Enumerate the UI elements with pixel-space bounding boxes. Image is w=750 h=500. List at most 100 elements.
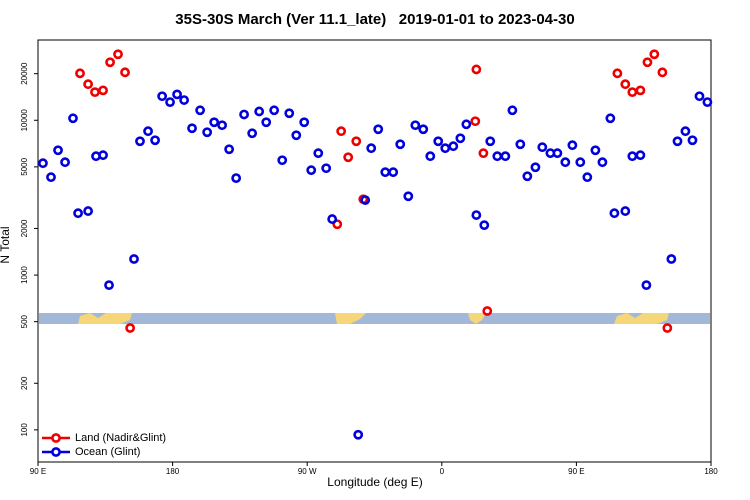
point (395, 139, 406, 150)
point (353, 429, 364, 440)
point (291, 130, 302, 141)
point (485, 136, 496, 147)
x-tick-label: 90 E (568, 467, 584, 476)
x-tick-label: 180 (166, 467, 180, 476)
point (620, 206, 631, 216)
point (75, 68, 85, 79)
point (247, 128, 258, 139)
point (471, 210, 482, 220)
point (187, 123, 197, 134)
chart-title: 35S-30S March (Ver 11.1_late) 2019-01-01… (175, 11, 574, 28)
point (113, 49, 123, 60)
plot-frame (37, 39, 712, 463)
point (129, 254, 139, 264)
point (332, 219, 343, 230)
point (694, 91, 705, 102)
point (217, 120, 228, 131)
legend-label: Ocean (Glint) (75, 446, 140, 458)
point (269, 105, 280, 116)
point (83, 206, 94, 216)
point (143, 126, 153, 137)
point (627, 151, 638, 162)
point (231, 173, 242, 184)
point (552, 148, 563, 159)
point (575, 157, 586, 168)
x-tick-label: 90 W (298, 467, 317, 476)
map-strip (39, 313, 710, 324)
point (403, 191, 414, 202)
x-tick-label: 90 E (30, 467, 46, 476)
point (537, 142, 548, 153)
point (105, 57, 115, 68)
point (327, 214, 338, 224)
point (366, 143, 377, 154)
point (202, 127, 213, 138)
y-tick-label: 5000 (20, 157, 29, 175)
point (165, 97, 175, 108)
point (609, 208, 620, 219)
point (641, 280, 652, 291)
point (46, 172, 56, 183)
point (582, 172, 593, 183)
point (172, 89, 182, 100)
point (635, 85, 646, 96)
point (38, 158, 48, 169)
point (702, 97, 713, 108)
point (195, 105, 206, 116)
point (277, 155, 288, 166)
point (455, 133, 466, 144)
point (254, 106, 265, 117)
point (560, 157, 571, 168)
point (53, 145, 63, 156)
point (479, 220, 490, 231)
legend-marker (51, 433, 61, 443)
point (261, 117, 272, 128)
point (313, 148, 324, 159)
point (482, 306, 493, 316)
point (492, 151, 503, 162)
point (73, 208, 83, 219)
point (620, 79, 631, 90)
point (666, 254, 677, 264)
legend-label: Land (Nadir&Glint) (75, 432, 166, 444)
point (306, 165, 317, 176)
y-tick-label: 10000 (20, 109, 29, 132)
point (597, 157, 608, 168)
point (635, 150, 646, 161)
point (373, 124, 384, 135)
point (605, 113, 616, 124)
point (470, 116, 481, 127)
point (83, 79, 94, 90)
point (120, 67, 130, 78)
point (179, 95, 190, 105)
point (90, 87, 100, 98)
point (224, 144, 235, 155)
y-tick-label: 20000 (20, 62, 29, 85)
point (380, 167, 391, 178)
point (567, 140, 578, 151)
point (440, 143, 451, 154)
point (522, 171, 533, 182)
point (687, 135, 698, 146)
y-tick-label: 200 (20, 376, 29, 390)
point (649, 49, 660, 60)
point (461, 119, 472, 130)
point (642, 57, 653, 68)
point (150, 135, 161, 146)
point (627, 87, 638, 98)
point (360, 195, 371, 205)
point (425, 151, 436, 162)
point (410, 120, 421, 131)
point (515, 139, 526, 150)
point (336, 126, 347, 137)
point (500, 151, 511, 162)
legend-marker (51, 447, 61, 457)
point (612, 68, 623, 79)
point (448, 141, 459, 152)
point (98, 85, 108, 96)
y-tick-label: 1000 (20, 266, 29, 284)
point (98, 150, 108, 161)
point (351, 136, 362, 147)
point (343, 152, 354, 163)
